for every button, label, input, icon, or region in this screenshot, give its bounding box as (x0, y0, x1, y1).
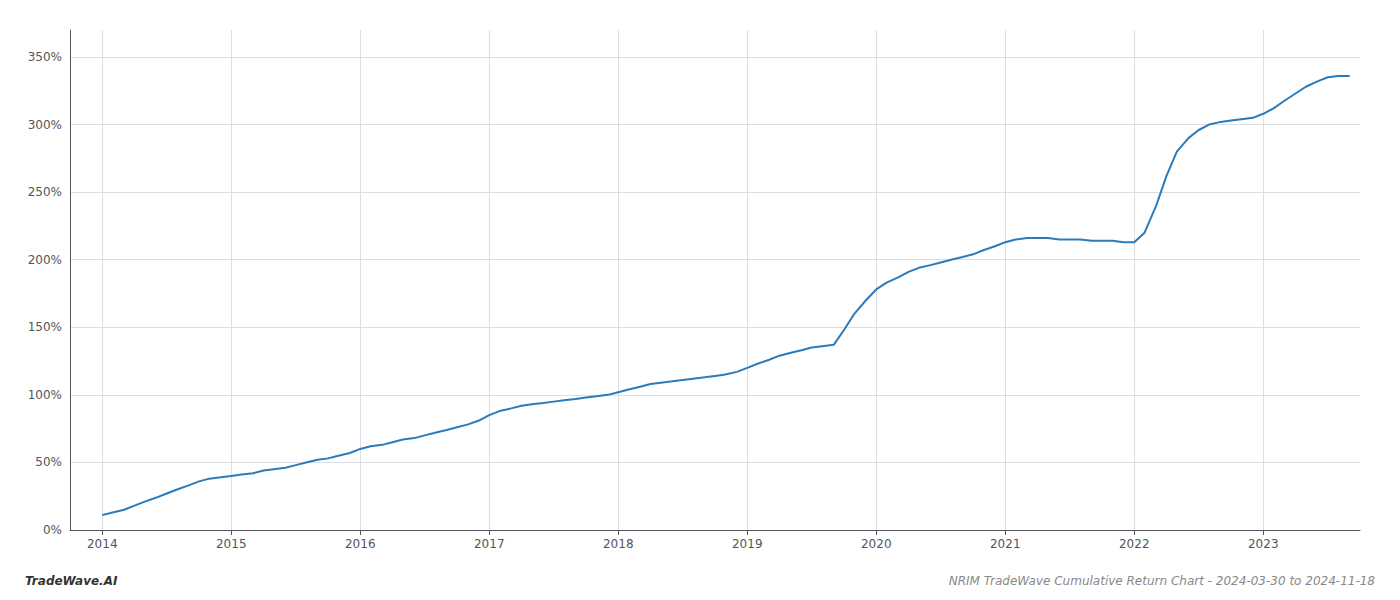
svg-text:300%: 300% (28, 118, 62, 132)
svg-text:2021: 2021 (990, 537, 1021, 551)
svg-text:2015: 2015 (216, 537, 247, 551)
svg-text:NRIM TradeWave Cumulative Retu: NRIM TradeWave Cumulative Return Chart -… (949, 574, 1376, 588)
svg-text:2016: 2016 (345, 537, 376, 551)
svg-text:250%: 250% (28, 185, 62, 199)
svg-text:2019: 2019 (732, 537, 763, 551)
svg-text:2017: 2017 (474, 537, 505, 551)
svg-text:0%: 0% (43, 523, 62, 537)
svg-text:2023: 2023 (1248, 537, 1279, 551)
svg-text:50%: 50% (35, 455, 62, 469)
svg-text:2018: 2018 (603, 537, 634, 551)
svg-text:200%: 200% (28, 253, 62, 267)
svg-text:100%: 100% (28, 388, 62, 402)
svg-text:2020: 2020 (861, 537, 892, 551)
svg-text:150%: 150% (28, 320, 62, 334)
svg-text:2014: 2014 (87, 537, 118, 551)
svg-text:TradeWave.AI: TradeWave.AI (25, 574, 118, 588)
svg-text:2022: 2022 (1119, 537, 1150, 551)
svg-text:350%: 350% (28, 50, 62, 64)
